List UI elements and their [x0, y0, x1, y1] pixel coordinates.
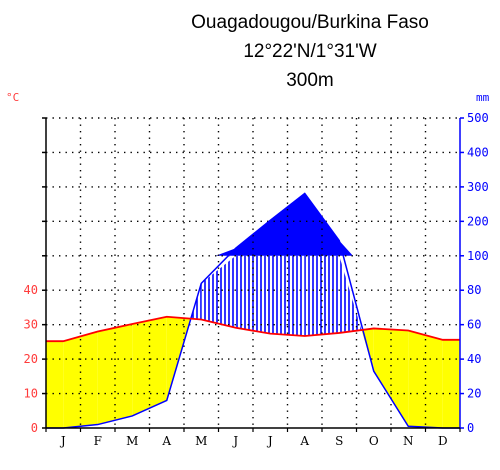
precipitation-tick-label: 20 [467, 387, 481, 401]
temperature-tick-label: 30 [24, 318, 38, 332]
month-tick-label: A [299, 434, 309, 448]
humid-period-fill [339, 255, 362, 333]
chart-elevation: 300m [286, 70, 334, 91]
temperature-tick-label: 40 [24, 283, 38, 297]
series-layer [46, 192, 460, 429]
month-tick-label: J [231, 434, 238, 448]
grid-layer [46, 117, 460, 428]
precipitation-tick-label: 300 [467, 180, 489, 194]
axes-layer [42, 117, 464, 432]
arid-period-fill [442, 339, 460, 428]
month-tick-label: F [94, 434, 102, 448]
month-tick-label: J [59, 434, 66, 448]
month-tick-label: A [161, 434, 171, 448]
arid-period-fill [97, 323, 133, 425]
humid-period-fill [270, 255, 305, 337]
month-tick-label: M [195, 434, 207, 448]
precipitation-axis-unit: mm [476, 91, 490, 104]
arid-period-fill [63, 331, 98, 428]
precipitation-tick-label: 40 [467, 352, 481, 366]
month-tick-label: J [266, 434, 273, 448]
precipitation-line [46, 192, 460, 429]
month-tick-label: O [369, 434, 379, 448]
precipitation-tick-label: 200 [467, 214, 489, 228]
temperature-axis-unit: °C [6, 91, 19, 104]
month-tick-label: M [126, 434, 138, 448]
precipitation-above-100mm-fill [215, 193, 353, 256]
precipitation-tick-label: 60 [467, 318, 481, 332]
precipitation-tick-label: 500 [467, 111, 489, 125]
month-tick-label: S [335, 434, 343, 448]
temperature-tick-label: 20 [24, 352, 38, 366]
temperature-line [46, 315, 460, 343]
precipitation-tick-label: 0 [467, 421, 474, 435]
precipitation-tick-label: 80 [467, 283, 481, 297]
temperature-tick-label: 10 [24, 387, 38, 401]
humid-period-fill [201, 255, 236, 328]
precipitation-tick-label: 400 [467, 145, 489, 159]
precipitation-tick-label: 100 [467, 249, 489, 263]
temperature-tick-label: 0 [31, 421, 38, 435]
month-tick-label: D [438, 434, 448, 448]
arid-period-fill [46, 341, 64, 428]
humid-period-fill [304, 255, 340, 337]
arid-period-fill [373, 328, 409, 427]
chart-title: Ouagadougou/Burkina Faso [191, 12, 429, 33]
month-tick-label: N [403, 434, 414, 448]
chart-coordinates: 12°22'N/1°31'W [243, 41, 376, 62]
